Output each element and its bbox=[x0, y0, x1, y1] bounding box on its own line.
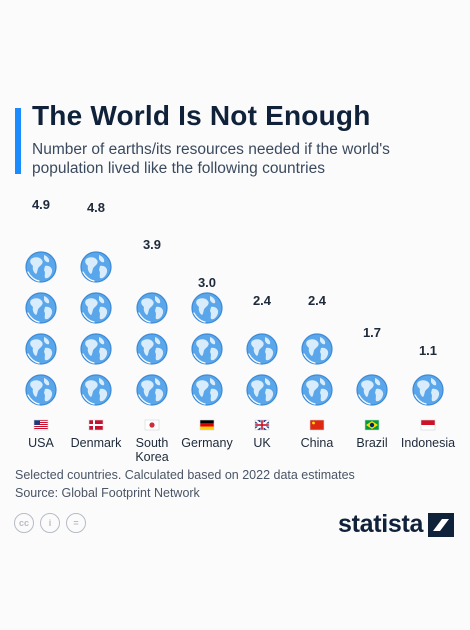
flag-china-icon bbox=[309, 419, 325, 431]
earth-globe-icon bbox=[301, 374, 333, 406]
brand-name: statista bbox=[338, 510, 424, 538]
earth-globe-icon bbox=[191, 292, 223, 324]
earth-globe-icon bbox=[191, 374, 223, 406]
no-derivatives-icon[interactable]: = bbox=[66, 513, 86, 533]
globe-column-usa bbox=[25, 212, 57, 406]
earth-globe-icon bbox=[80, 374, 112, 406]
pictogram-chart: 4.9 4.8 3.9 3.0 2.4 2.4 1.7 1.1 bbox=[25, 197, 444, 431]
source-note: Source: Global Footprint Network bbox=[15, 486, 200, 500]
earth-globe-icon bbox=[25, 374, 57, 406]
footnote: Selected countries. Calculated based on … bbox=[15, 468, 355, 482]
country-label-brazil: Brazil bbox=[356, 436, 388, 450]
earth-globe-icon bbox=[356, 374, 388, 406]
flag-uk-icon bbox=[254, 419, 270, 431]
globe-column-china bbox=[301, 333, 333, 406]
globe-column-germany bbox=[191, 292, 223, 406]
chart-subtitle: Number of earths/its resources needed if… bbox=[32, 141, 390, 177]
globe-column-uk bbox=[246, 333, 278, 406]
country-label-germany: Germany bbox=[181, 436, 233, 450]
chart-title: The World Is Not Enough bbox=[32, 100, 371, 131]
earth-globe-partial-icon bbox=[81, 212, 111, 242]
flag-denmark-icon bbox=[88, 419, 104, 431]
earth-globe-icon bbox=[191, 333, 223, 365]
value-label-germany: 3.0 bbox=[198, 275, 216, 290]
earth-globe-icon bbox=[136, 374, 168, 406]
earth-globe-icon bbox=[246, 374, 278, 406]
flag-indonesia-icon bbox=[420, 419, 436, 431]
globe-column-south-korea bbox=[136, 252, 168, 406]
earth-globe-icon bbox=[246, 333, 278, 365]
value-label-uk: 2.4 bbox=[253, 293, 272, 308]
earth-globe-icon bbox=[80, 333, 112, 365]
statista-logo[interactable]: statista bbox=[338, 510, 455, 539]
accent-bar bbox=[15, 108, 21, 174]
earth-globe-icon bbox=[25, 292, 57, 324]
flag-usa-icon bbox=[33, 419, 49, 431]
earth-globe-icon bbox=[25, 251, 57, 283]
earth-globe-icon bbox=[25, 333, 57, 365]
earth-globe-icon bbox=[80, 251, 112, 283]
country-label-south-korea: South Korea bbox=[135, 436, 169, 464]
flag-brazil-icon bbox=[364, 419, 380, 431]
globe-column-denmark bbox=[80, 212, 112, 406]
flag-germany-icon bbox=[199, 419, 215, 431]
statista-mark-icon bbox=[428, 512, 455, 537]
value-label-brazil: 1.7 bbox=[363, 325, 381, 340]
license-icons: cc i = bbox=[14, 513, 86, 533]
creative-commons-icon[interactable]: cc bbox=[14, 513, 34, 533]
value-label-indonesia: 1.1 bbox=[419, 343, 437, 358]
country-label-denmark: Denmark bbox=[70, 436, 122, 450]
earth-globe-partial-icon bbox=[137, 252, 167, 282]
value-label-denmark: 4.8 bbox=[87, 200, 105, 215]
country-label-uk: UK bbox=[253, 436, 271, 450]
earth-globe-icon bbox=[136, 333, 168, 365]
earth-globe-partial-icon bbox=[26, 212, 56, 242]
flag-south-korea-icon bbox=[144, 419, 160, 431]
country-label-indonesia: Indonesia bbox=[400, 436, 456, 450]
value-label-china: 2.4 bbox=[308, 293, 327, 308]
country-label-usa: USA bbox=[28, 436, 54, 450]
value-label-usa: 4.9 bbox=[32, 197, 50, 212]
earth-globe-icon bbox=[80, 292, 112, 324]
country-label-china: China bbox=[300, 436, 334, 450]
earth-globe-icon bbox=[412, 374, 444, 406]
value-label-south-korea: 3.9 bbox=[143, 237, 161, 252]
earth-globe-icon bbox=[136, 292, 168, 324]
earth-globe-icon bbox=[301, 333, 333, 365]
attribution-icon[interactable]: i bbox=[40, 513, 60, 533]
globe-column-brazil bbox=[356, 374, 388, 406]
